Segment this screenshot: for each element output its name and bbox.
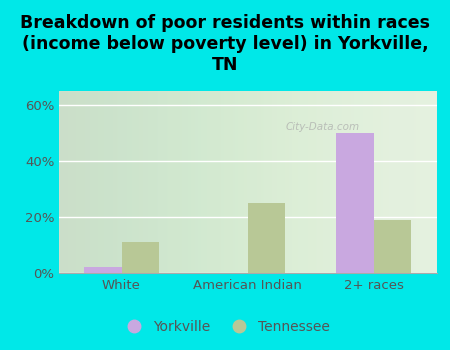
Bar [84,267,122,273]
Text: City-Data.com: City-Data.com [286,122,360,132]
Bar [374,220,411,273]
Bar [122,242,159,273]
Text: Breakdown of poor residents within races
(income below poverty level) in Yorkvil: Breakdown of poor residents within races… [20,14,430,74]
Bar [248,203,285,273]
Legend: Yorkville, Tennessee: Yorkville, Tennessee [115,314,335,340]
Bar [336,133,374,273]
Bar [58,91,436,273]
